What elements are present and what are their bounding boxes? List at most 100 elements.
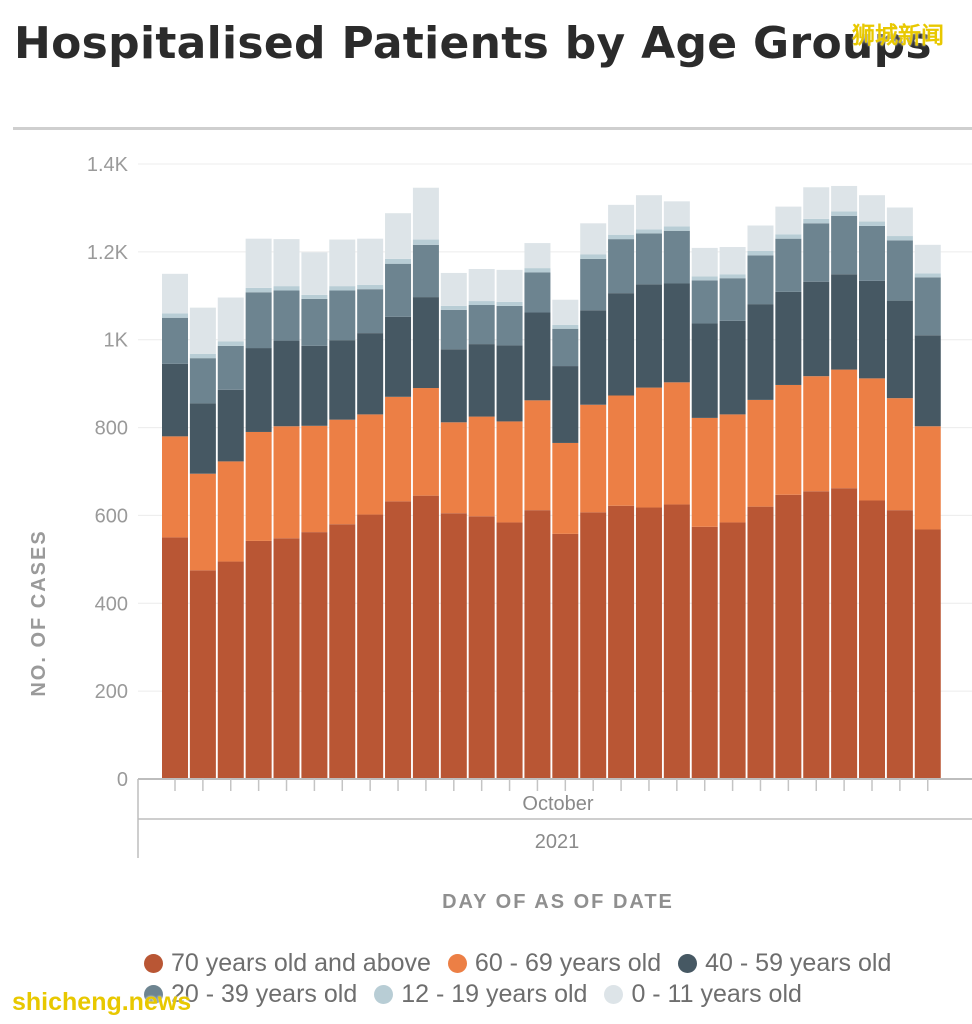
bar-segment	[719, 278, 746, 321]
bar-segment	[301, 294, 328, 299]
watermark-logo-top: 狮城新闻	[852, 23, 944, 49]
bar-segment	[803, 281, 830, 377]
y-tick-label: 800	[95, 418, 128, 440]
bar-segment	[189, 403, 216, 474]
bar-segment	[412, 388, 439, 496]
bar-segment	[329, 290, 356, 341]
bar-segment	[775, 384, 802, 495]
bar-segment	[273, 340, 300, 427]
bar-segment	[608, 204, 635, 235]
bar-segment	[831, 215, 858, 275]
bar-segment	[468, 344, 495, 417]
bar-segment	[217, 389, 244, 462]
bar-segment	[552, 533, 579, 779]
legend-item: 0 - 11 years old	[604, 980, 802, 1009]
bar-segment	[245, 431, 272, 541]
bar-segment	[691, 280, 718, 324]
bar-segment	[357, 414, 384, 515]
stacked-bar-chart: 0 200 400 600 800 1K 1.2K 1.4K October 2021 NO.…	[28, 154, 972, 913]
bar-segment	[496, 269, 523, 302]
y-tick-label: 1K	[104, 330, 129, 352]
bar-segment	[831, 185, 858, 212]
bar-segment	[162, 363, 188, 437]
bar-segment	[245, 287, 272, 293]
bar-segment	[635, 284, 662, 388]
bar-segment	[803, 187, 830, 219]
x-axis-title: DAY OF AS OF DATE	[442, 891, 674, 913]
bar-segment	[412, 297, 439, 389]
bar-segment	[831, 488, 858, 779]
bar-segment	[468, 416, 495, 517]
bar-segment	[914, 277, 941, 336]
y-tick-label: 200	[95, 681, 128, 703]
bar-segment	[775, 238, 802, 292]
bar-segment	[663, 230, 690, 284]
bar-segment	[608, 293, 635, 396]
bar-segment	[162, 537, 188, 779]
bar-segment	[580, 512, 607, 779]
bar-segment	[468, 305, 495, 345]
bar-segment	[635, 233, 662, 285]
bar-segment	[440, 309, 467, 350]
bar-segment	[635, 507, 662, 779]
bar-segment	[635, 195, 662, 230]
bar-segment	[747, 250, 774, 256]
bar-segment	[217, 461, 244, 562]
bar-segment	[886, 398, 913, 511]
bar-segment	[747, 225, 774, 251]
bar-segment	[189, 358, 216, 404]
bar-segment	[496, 421, 523, 523]
bar-segment	[886, 207, 913, 237]
bar-segment	[635, 387, 662, 508]
bar-segment	[914, 529, 941, 779]
bar-segment	[273, 538, 300, 779]
bar-segment	[357, 333, 384, 415]
bar-segment	[385, 316, 412, 397]
title-divider	[13, 127, 972, 130]
x-group-label-year: 2021	[535, 831, 580, 853]
bar-segment	[468, 301, 495, 306]
bar-segment	[329, 340, 356, 420]
bar-segment	[273, 426, 300, 539]
bar-segment	[496, 305, 523, 346]
bar-segment	[162, 436, 188, 538]
bar-segment	[468, 268, 495, 302]
bar-segment	[412, 495, 439, 779]
bar-segment	[914, 426, 941, 530]
legend-swatch-icon	[447, 954, 467, 973]
bar-segment	[580, 254, 607, 259]
legend-row: 20 - 39 years old 12 - 19 years old 0 - 11…	[144, 979, 972, 1010]
bar-segment	[412, 187, 439, 240]
bar-segment	[663, 226, 690, 231]
bar-segment	[803, 223, 830, 282]
bar-segment	[608, 239, 635, 294]
bar-segment	[886, 300, 913, 399]
legend-swatch-icon	[374, 985, 394, 1004]
bar-segment	[719, 274, 746, 279]
legend-row: 70 years old and above 60 - 69 years old 4…	[144, 948, 972, 979]
bar-segment	[524, 400, 551, 511]
bar-segment	[385, 263, 412, 317]
legend-label: 40 - 59 years old	[705, 949, 892, 977]
bar-segment	[719, 320, 746, 415]
bar-segment	[775, 234, 802, 239]
bar-segment	[329, 524, 356, 779]
bar-segment	[747, 399, 774, 507]
bar-segment	[552, 324, 579, 329]
bar-segment	[189, 473, 216, 571]
bar-segment	[580, 223, 607, 255]
bar-segment	[301, 425, 328, 533]
watermark-logo-bottom: shicheng.news	[12, 988, 192, 1016]
legend-item: 40 - 59 years old	[678, 949, 891, 978]
bar-segment	[440, 272, 467, 306]
bar-segment	[440, 513, 467, 779]
bar-segment	[524, 268, 551, 273]
bar-segment	[524, 312, 551, 401]
bar-segment	[914, 244, 941, 274]
bar-segment	[580, 404, 607, 513]
bar-segment	[747, 255, 774, 305]
bar-segment	[357, 284, 384, 290]
bar-segment	[329, 286, 356, 291]
bar-segment	[886, 240, 913, 301]
bar-segment	[831, 369, 858, 489]
